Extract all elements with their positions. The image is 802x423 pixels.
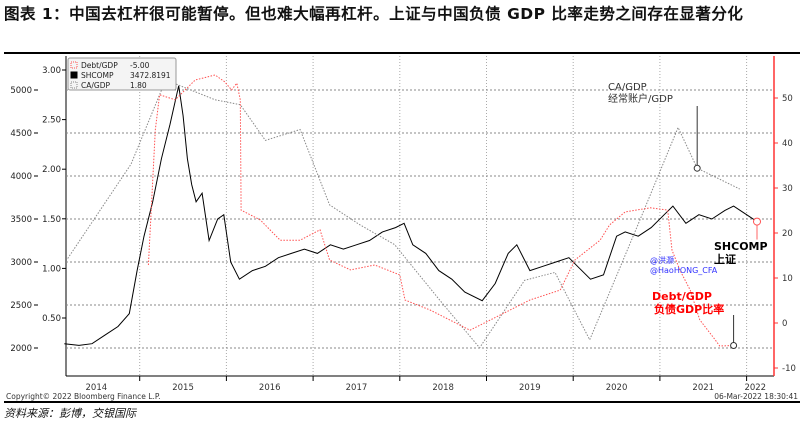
shcomp-axis-label: 2000: [10, 344, 32, 354]
shcomp-axis-label: 5000: [10, 86, 32, 96]
legend-value: -5.00: [130, 61, 150, 70]
annotation-label: @洪灏: [650, 255, 674, 265]
debt-gdp-axis-label: 20: [782, 229, 793, 239]
copyright: Copyright© 2022 Bloomberg Finance L.P.: [6, 392, 161, 401]
legend-swatch: [70, 61, 78, 69]
annotation-label: 经常账户/GDP: [608, 92, 673, 105]
ca-gdp-axis-label: 1.00: [42, 264, 61, 274]
series-ca-gdp-line: [67, 79, 740, 349]
series-debt-gdp-line: [147, 74, 734, 347]
x-tick-label: 2022: [744, 383, 766, 393]
x-tick-label: 2021: [692, 383, 714, 393]
annotation-label: Debt/GDP: [652, 290, 712, 303]
ca-gdp-axis-label: 2.00: [42, 165, 61, 175]
annotation-label: 负债GDP比率: [654, 302, 724, 316]
ca-gdp-axis-label: 0.50: [42, 314, 61, 324]
x-tick-label: 2019: [519, 383, 541, 393]
shcomp-axis-label: 2500: [10, 301, 32, 311]
shcomp-axis-label: 4000: [10, 172, 32, 182]
debt-gdp-axis-label: -10: [782, 364, 796, 374]
debt-gdp-axis-label: 40: [782, 139, 793, 149]
ca-gdp-axis-label: 2.50: [42, 116, 61, 126]
legend-label: CA/GDP: [81, 81, 110, 90]
ca-gdp-marker: [693, 164, 701, 172]
timestamp: 06-Mar-2022 18:30:41: [714, 392, 798, 401]
x-tick-label: 2018: [432, 383, 454, 393]
source-note: 资料来源：彭博，交银国际: [4, 407, 136, 420]
debt-gdp-end-marker: [730, 342, 738, 349]
shcomp-axis-label: 4500: [10, 129, 32, 139]
shcomp-axis-label: 3000: [10, 258, 32, 268]
x-tick-label: 2020: [606, 383, 628, 393]
x-tick-label: 2016: [259, 383, 281, 393]
x-tick-label: 2017: [346, 383, 368, 393]
title-rule: [4, 52, 800, 54]
annotation-label: SHCOMP: [714, 240, 768, 253]
debt-gdp-axis-label: 0: [782, 319, 787, 329]
x-tick-label: 2015: [172, 383, 194, 393]
annotation-label: 上证: [714, 252, 736, 266]
footer-rule: [4, 401, 800, 403]
ca-gdp-axis-label: 1.50: [42, 215, 61, 225]
debt-gdp-axis-label: 30: [782, 184, 793, 194]
legend-value: 3472.8191: [130, 71, 171, 80]
legend-box: [67, 57, 177, 91]
ca-gdp-axis-label: 3.00: [42, 66, 61, 76]
annotation-label: CA/GDP: [608, 82, 647, 93]
debt-gdp-axis-label: 50: [782, 94, 793, 104]
figure-title: 图表 1：中国去杠杆很可能暂停。但也难大幅再杠杆。上证与中国负债 GDP 比率走…: [4, 5, 744, 23]
legend-label: SHCOMP: [81, 71, 114, 80]
debt-gdp-axis-label: 10: [782, 274, 793, 284]
legend-label: Debt/GDP: [81, 61, 118, 70]
annotation-label: @HaoHONG_CFA: [650, 266, 718, 275]
legend-swatch: [70, 81, 78, 89]
x-tick-label: 2014: [86, 383, 108, 393]
legend-swatch: [70, 71, 78, 79]
shcomp-end-marker: [753, 217, 762, 226]
shcomp-axis-label: 3500: [10, 215, 32, 225]
series-shcomp-line: [64, 85, 758, 346]
legend-value: 1.80: [130, 81, 147, 90]
